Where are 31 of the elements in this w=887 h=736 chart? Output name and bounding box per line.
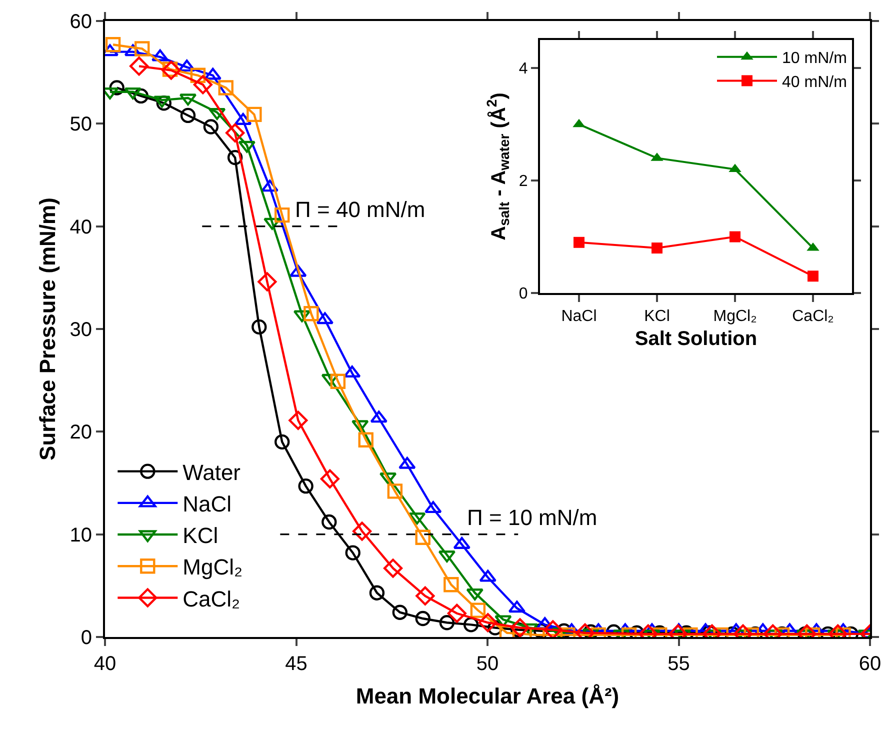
y-tick-label: 20 (70, 422, 92, 444)
x-axis-title: Salt Solution (634, 328, 758, 350)
x-axis-title: Mean Molecular Area (Å²) (356, 683, 620, 708)
y-tick-label: 0 (518, 286, 528, 303)
legend-label: KCl (182, 523, 218, 548)
y-axis-title: Surface Pressure (mN/m) (35, 198, 60, 460)
x-tick-label: CaCl₂ (792, 308, 834, 326)
x-tick-label: KCl (644, 308, 670, 326)
legend-label: 40 mN/m (782, 74, 847, 91)
y-tick-label: 40 (70, 216, 92, 238)
ref-line-label: Π = 40 mN/m (295, 197, 426, 222)
x-tick-label: MgCl₂ (713, 308, 757, 326)
y-tick-label: 4 (518, 60, 528, 78)
x-tick-label: 55 (668, 653, 690, 675)
legend-label: CaCl₂ (182, 586, 240, 612)
legend-label: MgCl₂ (182, 554, 243, 580)
x-tick-label: 60 (858, 653, 882, 675)
y-tick-label: 10 (70, 524, 92, 546)
legend-label: NaCl (182, 492, 232, 516)
y-tick-label: 50 (70, 114, 92, 136)
y-tick-label: 30 (70, 319, 92, 341)
legend-label: 10 mN/m (782, 50, 847, 68)
y-tick-label: 0 (80, 627, 92, 649)
y-tick-label: 2 (518, 173, 528, 190)
legend-label: Water (182, 460, 241, 485)
x-tick-label: 40 (94, 653, 116, 675)
ref-line-label: Π = 10 mN/m (467, 505, 598, 530)
x-tick-label: 50 (476, 653, 499, 675)
x-tick-label: 45 (285, 653, 308, 675)
x-tick-label: NaCl (561, 308, 597, 326)
y-tick-label: 60 (70, 11, 92, 33)
